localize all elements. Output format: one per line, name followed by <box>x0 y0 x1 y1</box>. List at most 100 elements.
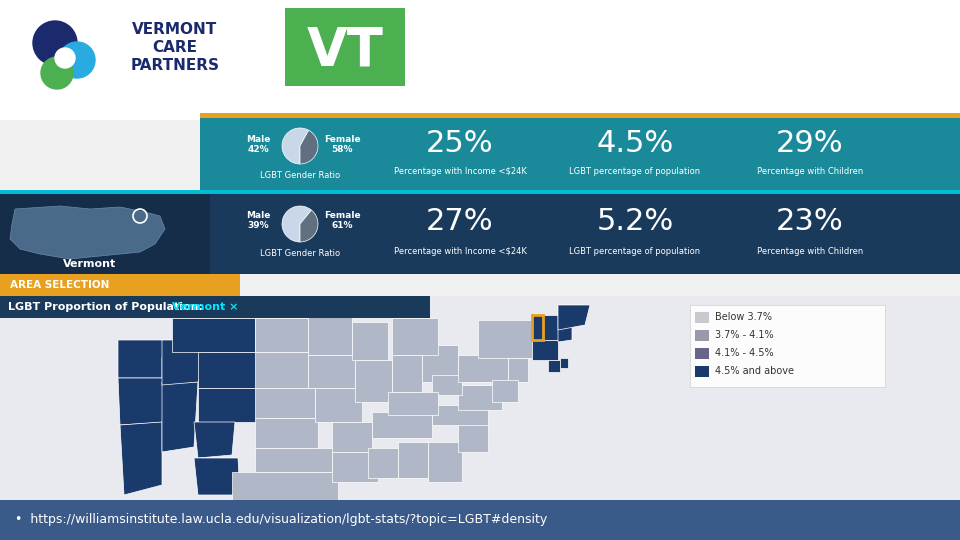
FancyBboxPatch shape <box>0 190 960 194</box>
FancyBboxPatch shape <box>0 194 210 274</box>
Polygon shape <box>372 412 432 438</box>
Text: LGBT Proportion of Population:: LGBT Proportion of Population: <box>8 302 203 312</box>
Polygon shape <box>194 422 235 458</box>
FancyBboxPatch shape <box>0 194 960 274</box>
Text: Male: Male <box>246 134 270 144</box>
Text: Percentage with Children: Percentage with Children <box>756 247 863 256</box>
Polygon shape <box>198 388 260 422</box>
Polygon shape <box>398 442 428 478</box>
FancyBboxPatch shape <box>695 312 709 323</box>
FancyBboxPatch shape <box>0 296 960 506</box>
Polygon shape <box>308 308 352 355</box>
FancyBboxPatch shape <box>200 113 960 118</box>
Polygon shape <box>558 305 590 330</box>
Text: 4.1% - 4.5%: 4.1% - 4.5% <box>715 348 774 359</box>
Text: PARTNERS: PARTNERS <box>131 58 220 73</box>
Text: Vermont: Vermont <box>63 259 116 269</box>
Polygon shape <box>558 315 572 342</box>
Text: 27%: 27% <box>426 207 493 237</box>
Polygon shape <box>558 305 580 315</box>
Text: Male: Male <box>246 212 270 220</box>
FancyBboxPatch shape <box>695 330 709 341</box>
Polygon shape <box>308 355 355 388</box>
Text: AREA SELECTION: AREA SELECTION <box>10 280 109 290</box>
Circle shape <box>33 21 77 65</box>
Text: Percentage with Children: Percentage with Children <box>756 167 863 177</box>
Polygon shape <box>332 452 378 482</box>
Text: CARE: CARE <box>153 40 198 56</box>
Text: LGBT percentage of population: LGBT percentage of population <box>569 247 701 256</box>
Text: 58%: 58% <box>331 145 352 153</box>
Polygon shape <box>172 318 255 352</box>
Circle shape <box>59 42 95 78</box>
Text: 29%: 29% <box>777 130 844 159</box>
Text: VT: VT <box>306 24 383 76</box>
Text: LGBT percentage of population: LGBT percentage of population <box>569 167 701 177</box>
Polygon shape <box>315 388 362 422</box>
Polygon shape <box>255 352 308 388</box>
FancyBboxPatch shape <box>0 500 960 540</box>
Polygon shape <box>458 355 508 382</box>
Polygon shape <box>532 340 558 360</box>
Text: LGBT Gender Ratio: LGBT Gender Ratio <box>260 249 340 259</box>
Polygon shape <box>194 458 240 495</box>
Text: VERMONT: VERMONT <box>132 23 218 37</box>
FancyBboxPatch shape <box>0 274 240 296</box>
FancyBboxPatch shape <box>285 8 405 86</box>
FancyBboxPatch shape <box>695 348 709 359</box>
Circle shape <box>41 57 73 89</box>
Polygon shape <box>162 340 208 385</box>
Polygon shape <box>432 405 488 425</box>
Polygon shape <box>392 318 438 355</box>
Polygon shape <box>118 378 168 425</box>
Text: 39%: 39% <box>247 221 269 231</box>
Text: Female: Female <box>324 134 360 144</box>
Polygon shape <box>560 358 568 368</box>
Text: 61%: 61% <box>331 221 352 231</box>
Text: 4.5% and above: 4.5% and above <box>715 367 794 376</box>
Polygon shape <box>458 422 488 452</box>
Text: Percentage with Income <$24K: Percentage with Income <$24K <box>394 167 526 177</box>
Text: 4.5%: 4.5% <box>596 130 674 159</box>
Polygon shape <box>368 448 398 478</box>
FancyBboxPatch shape <box>0 0 960 120</box>
FancyBboxPatch shape <box>200 118 960 190</box>
Text: LGBT Gender Ratio: LGBT Gender Ratio <box>260 171 340 179</box>
Polygon shape <box>355 360 392 402</box>
Polygon shape <box>255 448 332 472</box>
Text: Female: Female <box>324 212 360 220</box>
Polygon shape <box>458 385 502 410</box>
Wedge shape <box>300 130 318 164</box>
Text: Vermont ×: Vermont × <box>172 302 238 312</box>
Text: Below 3.7%: Below 3.7% <box>715 313 772 322</box>
Text: 3.7% - 4.1%: 3.7% - 4.1% <box>715 330 774 341</box>
Text: 25%: 25% <box>426 130 493 159</box>
Polygon shape <box>162 382 198 452</box>
Polygon shape <box>478 320 532 358</box>
Polygon shape <box>532 315 543 340</box>
Polygon shape <box>388 392 438 415</box>
Text: •  https://williamsinstitute.law.ucla.edu/visualization/lgbt-stats/?topic=LGBT#d: • https://williamsinstitute.law.ucla.edu… <box>15 514 547 526</box>
Polygon shape <box>492 380 518 402</box>
Polygon shape <box>532 315 562 340</box>
Wedge shape <box>282 128 309 164</box>
Polygon shape <box>232 472 338 500</box>
Polygon shape <box>10 206 165 259</box>
Text: 23%: 23% <box>776 207 844 237</box>
Polygon shape <box>332 422 372 452</box>
Polygon shape <box>352 322 388 360</box>
Polygon shape <box>432 375 462 395</box>
Text: Percentage with Income <$24K: Percentage with Income <$24K <box>394 247 526 256</box>
Polygon shape <box>508 358 528 382</box>
Polygon shape <box>255 388 315 418</box>
Polygon shape <box>392 355 422 392</box>
FancyBboxPatch shape <box>690 305 885 387</box>
Wedge shape <box>300 210 318 242</box>
FancyBboxPatch shape <box>0 296 430 318</box>
Polygon shape <box>548 360 560 372</box>
Polygon shape <box>198 352 258 388</box>
Text: 42%: 42% <box>247 145 269 153</box>
Polygon shape <box>118 340 172 378</box>
FancyBboxPatch shape <box>695 366 709 377</box>
Polygon shape <box>255 318 308 352</box>
